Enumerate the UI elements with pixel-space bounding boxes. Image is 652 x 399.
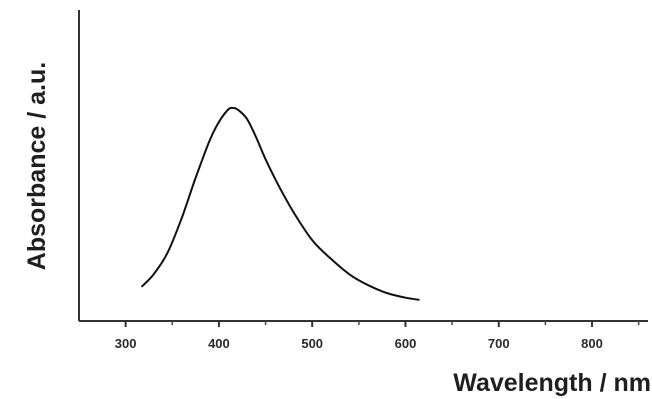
x-axis-ticks [124,321,640,327]
x-tick-label-300: 300 [115,336,137,351]
x-tick-label-700: 700 [488,336,510,351]
x-tick-label-800: 800 [581,336,603,351]
x-tick-label-600: 600 [395,336,417,351]
absorbance-curve [140,106,420,301]
x-axis-tick-labels: 300 400 500 600 700 800 [115,336,603,351]
x-tick-label-500: 500 [301,336,323,351]
y-axis-title: Absorbance / a.u. [23,62,51,270]
x-axis-title: Wavelength / nm [453,369,651,397]
x-tick-label-400: 400 [208,336,230,351]
